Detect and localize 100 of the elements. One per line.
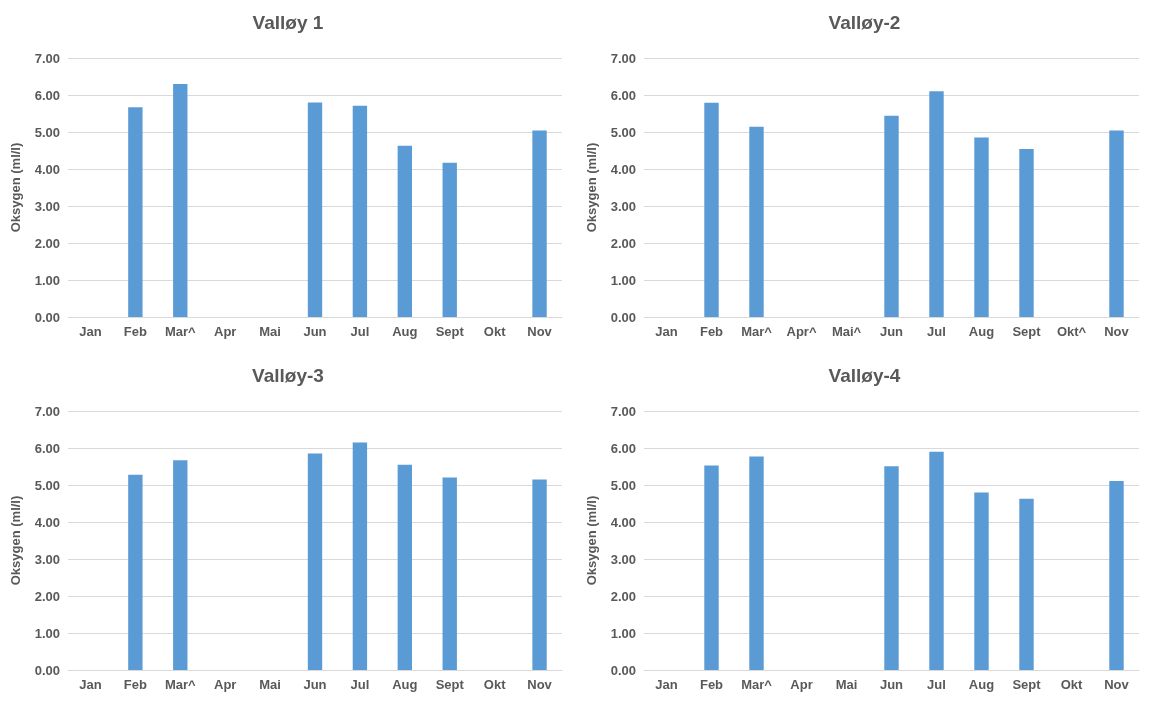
y-tick-label: 4.00 [34, 514, 60, 530]
x-tick-label: Jan [655, 677, 678, 692]
x-tick-label: Mai [259, 677, 281, 692]
x-tick-label: Apr^ [786, 324, 817, 339]
x-tick-label: Feb [699, 324, 724, 339]
y-axis-title: Oksygen (ml/l) [584, 142, 599, 233]
x-tick-label: Mai^ [831, 324, 862, 339]
bar [442, 162, 457, 317]
bar [173, 460, 188, 670]
chart-title: Valløy-4 [828, 365, 901, 386]
x-tick-label: Jan [79, 324, 102, 339]
y-tick-label: 5.00 [34, 477, 60, 493]
bar [307, 453, 323, 670]
bar [352, 105, 368, 317]
x-tick-label: Aug [968, 324, 995, 339]
y-tick-label: 1.00 [610, 625, 636, 641]
y-tick-label: 7.00 [34, 50, 60, 66]
x-tick-label: Apr [213, 324, 237, 339]
x-tick-label: Mai [259, 324, 281, 339]
bar [128, 107, 143, 317]
bar [1109, 480, 1124, 670]
x-tick-label: Feb [699, 677, 724, 692]
y-axis-title: Oksygen (ml/l) [584, 495, 599, 586]
bar [173, 83, 188, 317]
y-tick-label: 0.00 [34, 309, 60, 325]
bar [929, 451, 944, 670]
bar [749, 126, 764, 317]
bar [532, 130, 547, 317]
y-tick-label: 3.00 [34, 198, 60, 214]
x-tick-label: Apr [213, 677, 237, 692]
bar [749, 456, 764, 670]
y-tick-label: 5.00 [610, 477, 636, 493]
x-tick-label: Aug [392, 677, 418, 692]
y-tick-label: 7.00 [610, 403, 636, 419]
y-tick-label: 5.00 [34, 124, 60, 140]
x-tick-label: Mar^ [164, 677, 197, 692]
y-tick-label: 1.00 [34, 272, 60, 288]
y-tick-label: 0.00 [610, 662, 636, 678]
y-axis-title: Oksygen (ml/l) [8, 495, 23, 586]
y-tick-label: 7.00 [34, 403, 60, 419]
x-tick-label: Feb [123, 324, 147, 339]
bar [352, 442, 368, 670]
bar [704, 102, 719, 317]
y-tick-label: 0.00 [610, 309, 636, 325]
x-tick-label: Mai [835, 677, 858, 692]
x-tick-label: Mar^ [741, 677, 773, 692]
y-tick-label: 6.00 [610, 440, 636, 456]
x-tick-label: Okt^ [1056, 324, 1087, 339]
x-tick-label: Feb [123, 677, 147, 692]
chart-title: Valløy-3 [252, 365, 324, 386]
x-tick-label: Jun [879, 324, 904, 339]
y-tick-label: 6.00 [610, 87, 636, 103]
y-tick-label: 2.00 [34, 235, 60, 251]
y-tick-label: 7.00 [610, 50, 636, 66]
bar [307, 102, 323, 317]
x-tick-label: Nov [527, 324, 553, 339]
y-tick-label: 4.00 [610, 161, 636, 177]
bar [397, 145, 412, 317]
bar [974, 492, 989, 670]
y-tick-label: 2.00 [610, 235, 636, 251]
bar [929, 91, 944, 317]
y-tick-label: 1.00 [610, 272, 636, 288]
y-tick-label: 6.00 [34, 87, 60, 103]
bar [128, 474, 143, 670]
bar [974, 137, 989, 317]
x-tick-label: Sept [1012, 324, 1042, 339]
x-tick-label: Sept [1012, 677, 1042, 692]
bar [704, 465, 719, 670]
bar [1019, 149, 1034, 317]
x-tick-label: Jul [350, 677, 370, 692]
x-tick-label: Apr [790, 677, 813, 692]
x-tick-label: Nov [527, 677, 553, 692]
x-tick-label: Jul [350, 324, 370, 339]
y-tick-label: 4.00 [34, 161, 60, 177]
x-tick-label: Jan [655, 324, 678, 339]
bar [1019, 498, 1034, 670]
bar [1109, 130, 1124, 317]
x-tick-label: Jun [303, 324, 327, 339]
chart-title: Valløy 1 [252, 12, 324, 33]
x-tick-label: Aug [968, 677, 995, 692]
y-tick-label: 2.00 [610, 588, 636, 604]
x-tick-label: Sept [435, 324, 465, 339]
y-tick-label: 6.00 [34, 440, 60, 456]
x-tick-label: Jul [927, 324, 946, 339]
x-tick-label: Jan [79, 677, 102, 692]
y-tick-label: 3.00 [610, 551, 636, 567]
x-tick-label: Nov [1104, 324, 1130, 339]
x-tick-label: Okt [1060, 677, 1084, 692]
bar [532, 479, 547, 670]
y-tick-label: 5.00 [610, 124, 636, 140]
x-tick-label: Mar^ [164, 324, 197, 339]
x-tick-label: Sept [435, 677, 465, 692]
y-tick-label: 3.00 [34, 551, 60, 567]
x-tick-label: Aug [392, 324, 418, 339]
bar [884, 115, 899, 317]
bar [442, 477, 457, 670]
x-tick-label: Okt [483, 677, 507, 692]
bar [397, 464, 412, 670]
x-tick-label: Mar^ [741, 324, 773, 339]
y-tick-label: 0.00 [34, 662, 60, 678]
